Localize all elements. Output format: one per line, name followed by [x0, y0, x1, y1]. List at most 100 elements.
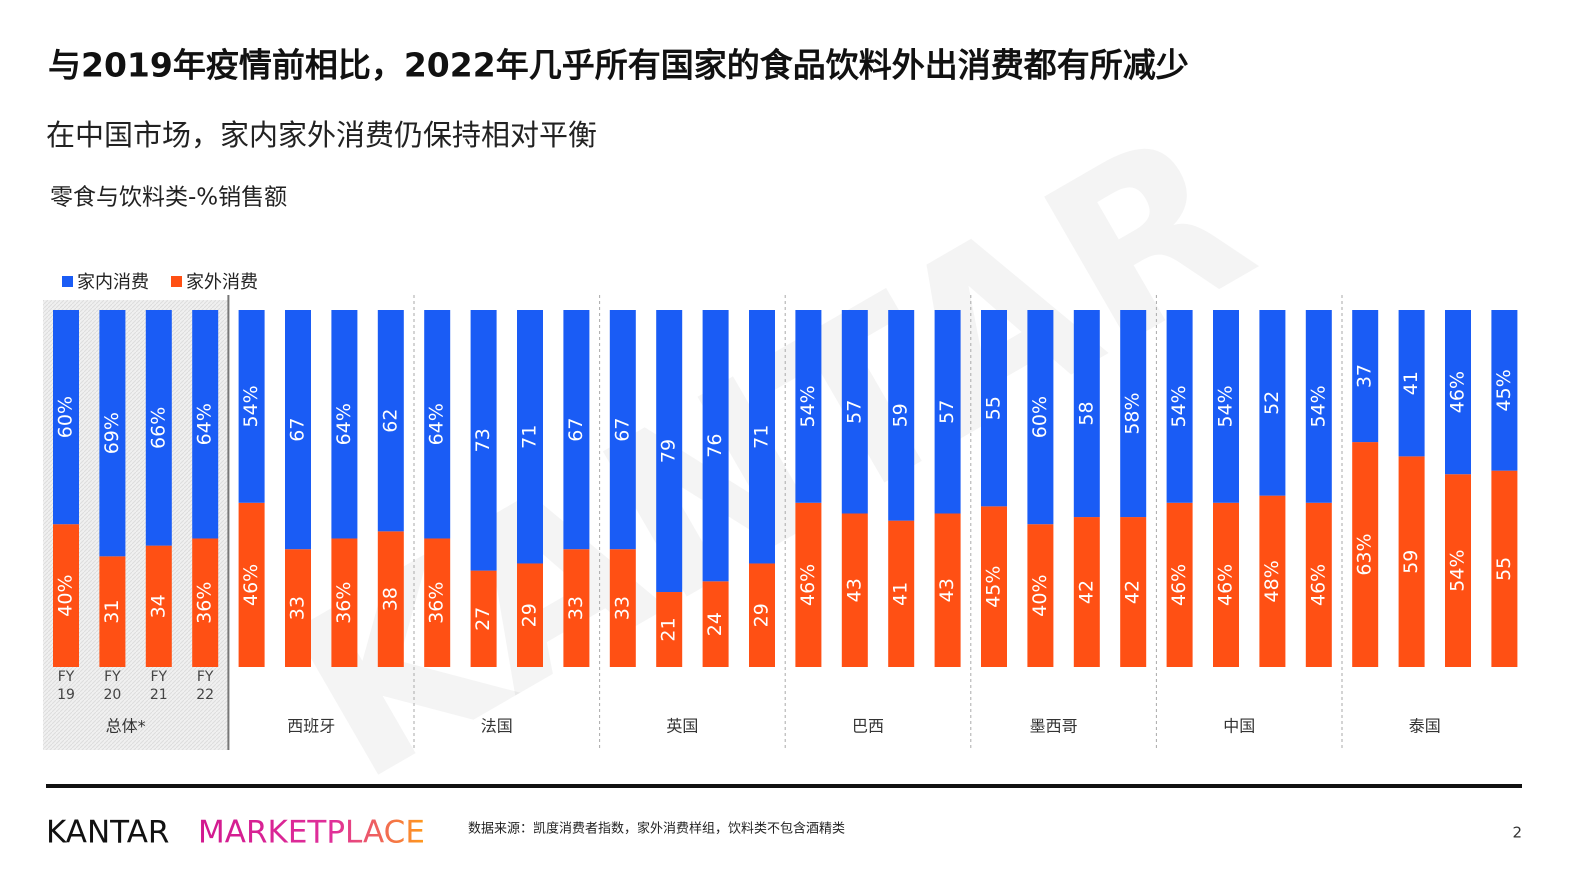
value-label: 29	[519, 603, 541, 627]
bar-segment	[749, 563, 775, 667]
value-label: 46%	[1307, 564, 1329, 606]
bar-segment	[1445, 474, 1471, 667]
value-label: 24	[704, 612, 726, 636]
bar-segment	[1259, 310, 1286, 496]
bar-segment	[53, 310, 79, 525]
bar-segment	[1491, 310, 1518, 471]
value-label: 54%	[1215, 385, 1237, 427]
bar-segment	[934, 513, 961, 667]
value-label: 69%	[101, 412, 123, 454]
bar-segment	[795, 502, 822, 667]
value-label: 60%	[55, 396, 77, 438]
bar-segment	[888, 310, 915, 521]
source: 数据来源：凯度消费者指数，家外消费样组，饮料类不包含酒精类	[468, 821, 845, 837]
bar-segment	[331, 310, 358, 539]
legend-label: 家内消费	[77, 272, 149, 293]
axis-title: 零食与饮料类-%销售额	[50, 185, 287, 211]
bar-segment	[563, 549, 590, 667]
bar-segment	[377, 310, 404, 532]
group-label: 法国	[481, 717, 513, 736]
value-label: 33	[287, 596, 309, 620]
bar-segment	[1213, 310, 1239, 503]
value-label: 46%	[1215, 564, 1237, 606]
value-label: 52	[1261, 391, 1283, 415]
legend-swatch	[171, 276, 182, 287]
value-label: 63%	[1354, 533, 1376, 575]
group-label: 泰国	[1409, 717, 1441, 736]
bar-segment	[285, 549, 311, 667]
value-label: 21	[658, 617, 680, 641]
bar-segment	[145, 310, 172, 546]
value-label: 42	[1122, 580, 1144, 604]
bar-segment	[1491, 470, 1518, 667]
value-label: 41	[890, 582, 912, 606]
value-label: 54%	[240, 385, 262, 427]
bar-segment	[609, 310, 636, 550]
bar-segment	[1166, 310, 1193, 503]
value-label: 59	[890, 403, 912, 427]
value-label: 54%	[1447, 549, 1469, 591]
value-label: 71	[751, 425, 773, 449]
value-label: 43	[843, 578, 865, 602]
bar-segment	[285, 310, 311, 550]
value-label: 38	[379, 587, 401, 611]
bar-segment	[981, 506, 1007, 667]
value-label: 67	[287, 418, 309, 442]
value-label: 40%	[55, 574, 77, 616]
bar-segment	[841, 513, 868, 667]
value-label: 71	[519, 425, 541, 449]
bar-segment	[331, 538, 358, 667]
x-tick-label: FY 22	[196, 669, 215, 703]
value-label: 40%	[1029, 574, 1051, 616]
value-label: 36%	[194, 582, 216, 624]
bar-segment	[609, 549, 636, 667]
value-label: 41	[1400, 371, 1422, 395]
value-label: 62	[379, 409, 401, 433]
page-number: 2	[1512, 824, 1522, 842]
value-label: 73	[472, 428, 494, 452]
value-label: 46%	[240, 564, 262, 606]
value-label: 54%	[1168, 385, 1190, 427]
bar-segment	[424, 538, 451, 667]
bar-segment	[192, 538, 219, 667]
value-label: 31	[101, 600, 123, 624]
bar-segment	[517, 310, 543, 564]
group-label: 英国	[666, 717, 698, 736]
value-label: 46%	[1168, 564, 1190, 606]
bar-segment	[517, 563, 543, 667]
value-label: 36%	[426, 582, 448, 624]
value-label: 64%	[333, 403, 355, 445]
bar-segment	[1027, 310, 1054, 525]
value-label: 48%	[1261, 560, 1283, 602]
bar-segment	[145, 545, 172, 667]
value-label: 76	[704, 434, 726, 458]
group-label: 总体*	[106, 717, 146, 736]
bar-segment	[841, 310, 868, 514]
bar-segment	[656, 592, 683, 667]
bar-segment	[749, 310, 775, 564]
bar-segment	[981, 310, 1007, 507]
bar-segment	[99, 310, 126, 557]
legend-label: 家外消费	[186, 272, 258, 293]
bar-segment	[1027, 524, 1054, 667]
bar-segment	[470, 310, 497, 571]
bar-segment	[192, 310, 219, 539]
value-label: 60%	[1029, 396, 1051, 438]
value-label: 79	[658, 439, 680, 463]
group-label: 西班牙	[287, 717, 335, 736]
group-label: 巴西	[852, 717, 884, 736]
subtitle: 在中国市场，家内家外消费仍保持相对平衡	[46, 118, 597, 152]
group-label: 中国	[1223, 717, 1255, 736]
bar-segment	[702, 310, 729, 582]
value-label: 27	[472, 607, 494, 631]
bar-segment	[377, 531, 404, 667]
legend-swatch	[62, 276, 73, 287]
value-label: 58%	[1122, 392, 1144, 434]
bar-segment	[702, 581, 729, 667]
value-label: 55	[1493, 557, 1515, 581]
value-label: 67	[611, 418, 633, 442]
value-label: 59	[1400, 550, 1422, 574]
value-label: 46%	[797, 564, 819, 606]
